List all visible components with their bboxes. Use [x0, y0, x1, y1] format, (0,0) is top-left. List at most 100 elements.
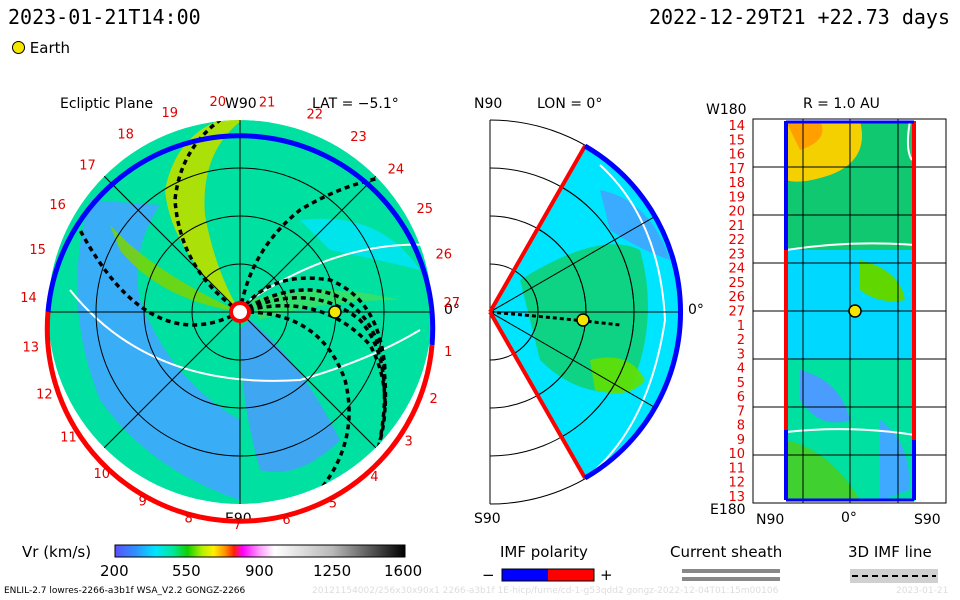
rotation-label: 27 [728, 305, 745, 320]
rotation-label: 21 [728, 219, 745, 234]
current-sheath-title: Current sheath [670, 543, 783, 561]
model-time: 2022-12-29T21 +22.73 days [648, 5, 950, 29]
radial-current-sheath [906, 121, 913, 161]
imf-swatch-border [501, 568, 595, 582]
imf-plus-label: + [600, 566, 613, 584]
radial-x-label-n90: N90 [756, 512, 785, 528]
meridional-edge-south [488, 311, 587, 479]
carrington-label: 15 [29, 243, 46, 258]
rotation-labels: 1415161718192021222324252627123456789101… [728, 119, 745, 505]
colorbar-tick-900: 900 [245, 562, 274, 580]
rotation-label: 1 [737, 319, 745, 334]
carrington-label: 12 [36, 388, 53, 403]
rotation-label: 11 [728, 462, 745, 477]
ecliptic-panel: 20 21222324252627123456789101112131415161… [20, 95, 460, 533]
radial-r-label: R = 1.0 AU [803, 96, 880, 112]
imf-line-title: 3D IMF line [848, 543, 932, 561]
rotation-label: 12 [728, 476, 745, 491]
carrington-label: 13 [23, 340, 40, 355]
carrington-label: 25 [417, 202, 434, 217]
run-time: 2023-01-21T14:00 [8, 5, 201, 29]
carrington-label: 26 [436, 248, 453, 263]
ecliptic-lat-label: LAT = −5.1° [312, 96, 399, 112]
rotation-label: 3 [737, 347, 745, 362]
carrington-label: 23 [350, 130, 367, 145]
radial-corner-label: W180 [706, 102, 747, 118]
radial-slow-wind-region [800, 370, 850, 423]
meridional-fast-wind-region [590, 357, 645, 394]
meridional-top-label: N90 [474, 96, 503, 112]
carrington-label: 9 [139, 494, 147, 509]
rotation-label: 24 [728, 262, 745, 277]
carrington-label: 16 [49, 198, 66, 213]
meridional-imf-line [490, 310, 621, 327]
radial-x-label-s90: S90 [914, 512, 941, 528]
carrington-label: 3 [404, 435, 412, 450]
carrington-label: 14 [20, 291, 37, 306]
colorbar-tick-200: 200 [100, 562, 129, 580]
earth-marker-radial [848, 304, 862, 318]
rotation-label: 17 [728, 162, 745, 177]
colorbar-tick-1600: 1600 [384, 562, 423, 580]
imf-polarity-title: IMF polarity [500, 543, 588, 561]
carrington-labels: 20 21222324252627123456789101112131415161… [20, 95, 460, 533]
carrington-label: 7 [233, 518, 241, 533]
carrington-label: 4 [370, 470, 378, 485]
rotation-label: 22 [728, 233, 745, 248]
rotation-label: 26 [728, 290, 745, 305]
rotation-label: 25 [728, 276, 745, 291]
carrington-label: 27 [444, 296, 461, 311]
carrington-label: 20 [210, 95, 227, 110]
ecliptic-slow-wind-region [300, 218, 420, 270]
rotation-label: 10 [728, 447, 745, 462]
rotation-label: 14 [728, 119, 745, 134]
meridional-current-sheath [594, 164, 667, 471]
ecliptic-rim-positive [44, 311, 435, 524]
earth-legend-label: Earth [29, 39, 71, 57]
carrington-label: 21 [259, 96, 276, 111]
ecliptic-slow-wind-region [77, 200, 240, 500]
earth-marker-meridional [576, 313, 590, 327]
meridional-lon-label: LON = 0° [537, 96, 603, 112]
rotation-label: 19 [728, 190, 745, 205]
radial-panel: 1415161718192021222324252627123456789101… [728, 118, 947, 505]
carrington-label: 22 [307, 108, 324, 123]
imf-negative-swatch [502, 569, 548, 581]
rotation-label: 5 [737, 376, 745, 391]
rotation-label: 20 [728, 205, 745, 220]
footer-model: ENLIL-2.7 lowres-2266-a3b1f WSA_V2.2 GON… [4, 586, 246, 596]
meridional-slow-wind-region [600, 190, 670, 260]
colorbar-title: Vr (km/s) [22, 543, 92, 561]
rotation-label: 8 [737, 419, 745, 434]
meridional-edge-north [488, 145, 587, 313]
ecliptic-imf-lines [78, 120, 401, 492]
meridional-right-label: 0° [688, 302, 704, 318]
ecliptic-current-sheath [249, 243, 431, 301]
rotation-label: 2 [737, 333, 745, 348]
carrington-label: 1 [444, 345, 452, 360]
rotation-label: 23 [728, 247, 745, 262]
earth-marker-ecliptic [328, 305, 342, 319]
footer-date: 2023-01-21 [896, 586, 949, 596]
carrington-label: 11 [60, 431, 77, 446]
ecliptic-rim-negative [45, 133, 436, 346]
imf-positive-swatch [548, 569, 594, 581]
earth-legend-icon [12, 41, 25, 54]
rotation-label: 15 [728, 133, 745, 148]
carrington-label: 17 [79, 159, 96, 174]
carrington-label: 18 [117, 128, 134, 143]
radial-x-label-0: 0° [841, 510, 857, 526]
radial-fast-wind-region [860, 260, 905, 302]
radial-bottom-corner-label: E180 [710, 502, 746, 518]
colorbar-tick-1250: 1250 [313, 562, 352, 580]
vr-colorbar [114, 544, 406, 558]
meridional-rim [583, 143, 683, 481]
ecliptic-slow-wind-region [240, 320, 340, 472]
rotation-label: 18 [728, 176, 745, 191]
carrington-label: 5 [329, 497, 337, 512]
carrington-label: 8 [185, 512, 193, 527]
meridional-bottom-label: S90 [474, 511, 501, 527]
earth-legend: Earth [12, 39, 70, 57]
colorbar-tick-550: 550 [172, 562, 201, 580]
